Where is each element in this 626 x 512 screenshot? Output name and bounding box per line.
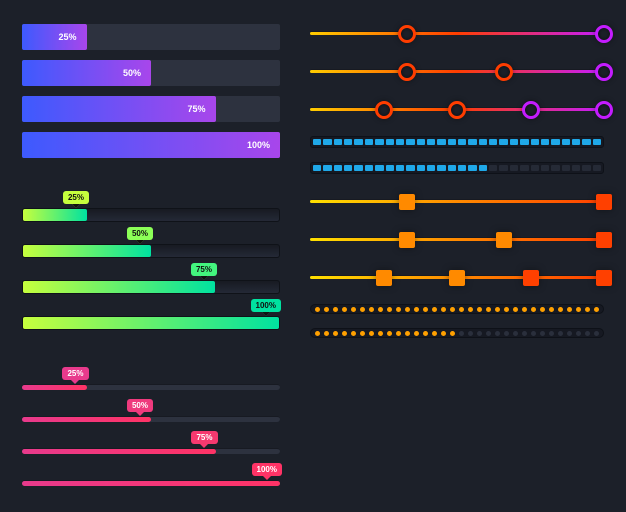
progress-label: 25%: [58, 32, 76, 42]
slider-handle-square[interactable]: [596, 270, 612, 286]
slider-handle-circle[interactable]: [448, 101, 466, 119]
slider-group-circle: [310, 24, 604, 118]
progress-group-green: 25% 50% 75% 100%: [22, 186, 280, 330]
slider-handle-square[interactable]: [496, 232, 512, 248]
progress-bar: 50%: [22, 60, 280, 86]
progress-tag: 75%: [191, 431, 217, 444]
progress-bar: 75%: [22, 448, 280, 454]
slider-handle-circle[interactable]: [595, 101, 613, 119]
progress-bar: 50%: [22, 244, 280, 258]
dotted-group-orange: [310, 304, 604, 338]
progress-tag: 100%: [252, 463, 282, 476]
segmented-group-blue: [310, 136, 604, 174]
progress-tag: 25%: [63, 191, 89, 204]
dotted-bar: [310, 304, 604, 314]
progress-tag: 75%: [191, 263, 217, 276]
slider-handle-circle[interactable]: [522, 101, 540, 119]
progress-label: 50%: [123, 68, 141, 78]
progress-group-pink: 25% 50% 75% 100%: [22, 358, 280, 486]
segmented-bar: [310, 136, 604, 148]
slider[interactable]: [310, 62, 604, 80]
progress-bar: 50%: [22, 416, 280, 422]
slider[interactable]: [310, 230, 604, 248]
slider-handle-circle[interactable]: [495, 63, 513, 81]
slider-handle-circle[interactable]: [398, 25, 416, 43]
progress-bar: 75%: [22, 96, 280, 122]
slider-handle-square[interactable]: [399, 194, 415, 210]
slider[interactable]: [310, 100, 604, 118]
slider-handle-square[interactable]: [399, 232, 415, 248]
slider[interactable]: [310, 24, 604, 42]
progress-bar: 100%: [22, 132, 280, 158]
progress-label: 75%: [187, 104, 205, 114]
progress-bar: 100%: [22, 480, 280, 486]
slider-handle-circle[interactable]: [595, 63, 613, 81]
slider-handle-square[interactable]: [523, 270, 539, 286]
slider-handle-square[interactable]: [596, 232, 612, 248]
segmented-bar: [310, 162, 604, 174]
progress-bar: 75%: [22, 280, 280, 294]
progress-tag: 25%: [62, 367, 88, 380]
progress-tag: 100%: [251, 299, 281, 312]
slider-handle-circle[interactable]: [375, 101, 393, 119]
progress-tag: 50%: [127, 399, 153, 412]
slider[interactable]: [310, 192, 604, 210]
dotted-bar: [310, 328, 604, 338]
progress-bar: 25%: [22, 24, 280, 50]
progress-bar: 25%: [22, 384, 280, 390]
slider-handle-square[interactable]: [449, 270, 465, 286]
progress-group-gradient: 25% 50% 75% 100%: [22, 24, 280, 158]
progress-bar: 100%: [22, 316, 280, 330]
slider-handle-square[interactable]: [376, 270, 392, 286]
slider[interactable]: [310, 268, 604, 286]
progress-tag: 50%: [127, 227, 153, 240]
progress-label: 100%: [247, 140, 270, 150]
slider-handle-circle[interactable]: [398, 63, 416, 81]
slider-group-square: [310, 192, 604, 286]
progress-bar: 25%: [22, 208, 280, 222]
slider-handle-circle[interactable]: [595, 25, 613, 43]
slider-handle-square[interactable]: [596, 194, 612, 210]
